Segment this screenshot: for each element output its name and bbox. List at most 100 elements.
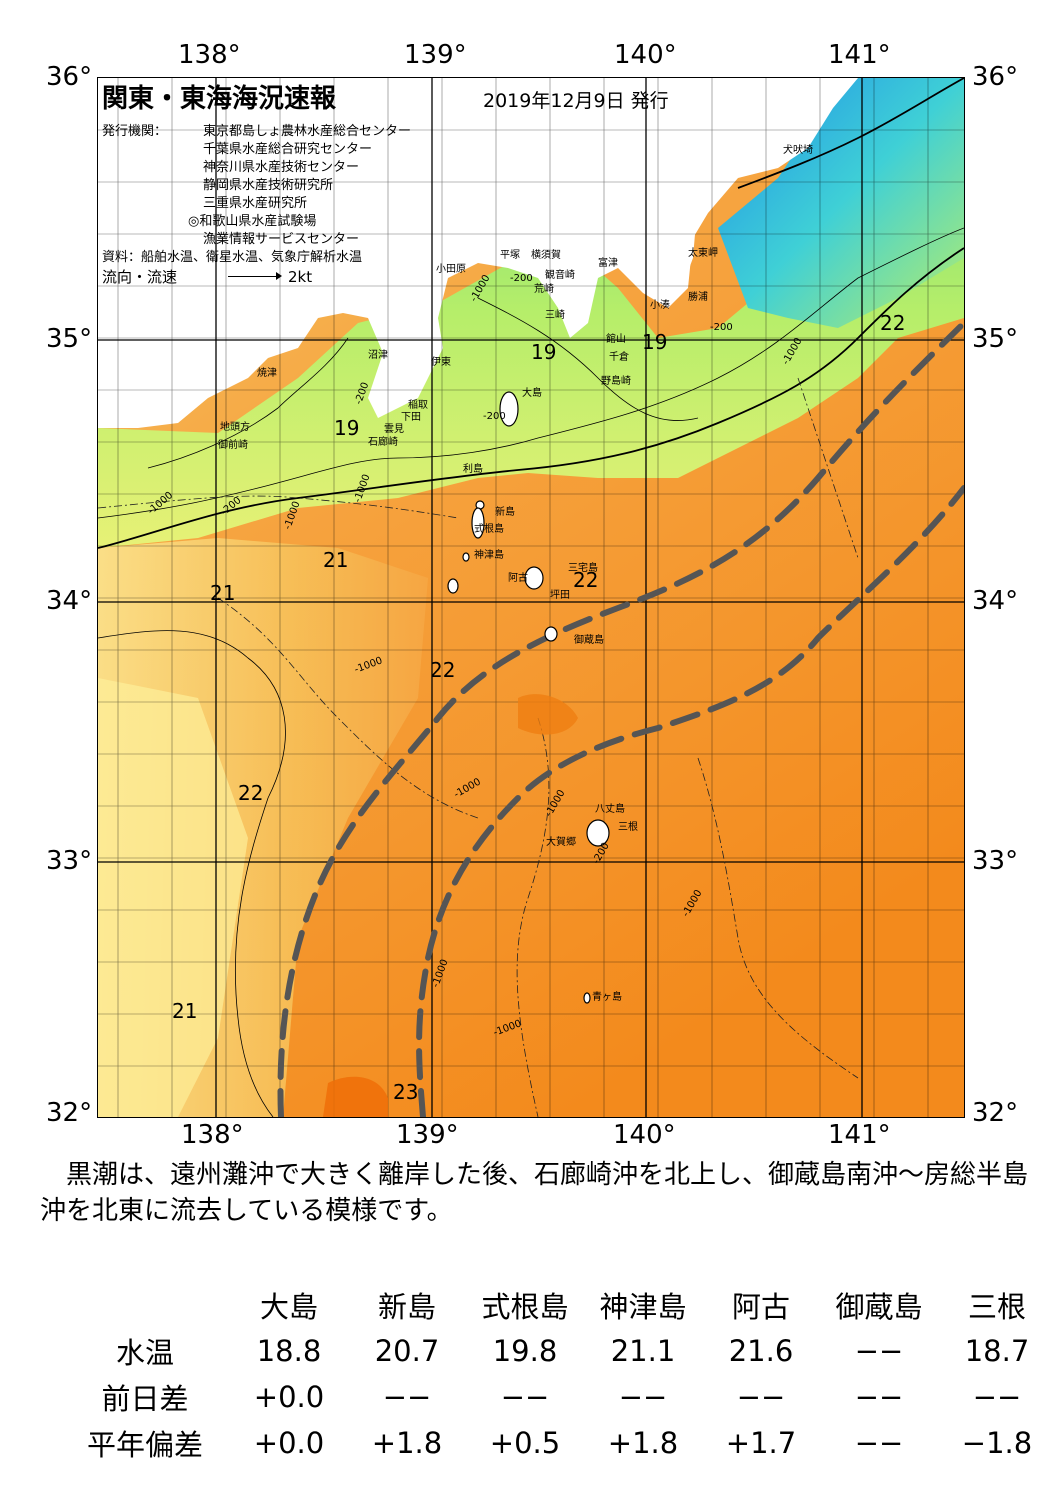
table-cell: −− (618, 1380, 668, 1414)
lon-label-top-138: 138° (178, 40, 241, 70)
sea-temperature-map: 関東・東海海況速報 2019年12月9日 発行 発行機関： 東京都島しょ農林水産… (97, 77, 965, 1118)
lat-label-left-36: 36° (46, 62, 93, 92)
place-label: 御前崎 (218, 440, 248, 451)
isotherm-label: 22 (880, 311, 906, 335)
table-cell: +0.5 (489, 1426, 561, 1460)
place-label: 八丈島 (595, 804, 625, 815)
land-kanagawa (553, 113, 643, 173)
kuroshio-description: 黒潮は、遠州灘沖で大きく離岸した後、石廊崎沖を北上し、御蔵島南沖～房総半島沖を北… (40, 1160, 1029, 1226)
place-label: 稲取 (408, 400, 428, 411)
island-temperature-table: 大島 新島 式根島 神津島 阿古 御蔵島 三根 水温 18.8 20.7 19.… (60, 1282, 1056, 1466)
lon-label-bottom-140: 140° (613, 1120, 676, 1150)
kuroshio-axis (277, 320, 964, 1117)
place-label: 横須賀 (531, 250, 561, 261)
place-label: 千倉 (609, 352, 629, 363)
lon-label-bottom-141: 141° (828, 1120, 891, 1150)
major-grid (98, 78, 964, 1117)
place-label: 下田 (401, 412, 421, 423)
lon-label-top-140: 140° (614, 40, 677, 70)
table-cell: +1.8 (371, 1426, 443, 1460)
place-label: 富津 (598, 258, 618, 269)
publisher-4: 静岡県水産技術研究所 (203, 178, 334, 193)
row-label: 水温 (115, 1336, 174, 1370)
table-cell: 21.1 (610, 1334, 676, 1368)
place-label: 大島 (522, 388, 542, 399)
place-label: 焼津 (257, 368, 277, 379)
place-label: 太東岬 (688, 248, 718, 259)
isotherm-label: 22 (430, 658, 456, 682)
land-honshu (98, 78, 964, 428)
depth-contours (98, 377, 859, 1117)
place-label: 大賀郷 (546, 837, 576, 848)
lat-label-right-32: 32° (972, 1098, 1019, 1128)
map-title: 関東・東海海況速報 (102, 84, 337, 114)
table-cell: −1.8 (961, 1426, 1033, 1460)
lon-label-bottom-138: 138° (181, 1120, 244, 1150)
isotherm-label: 23 (393, 1080, 419, 1104)
place-label: 小湊 (650, 300, 670, 311)
table-row: 水温 18.8 20.7 19.8 21.1 21.6 −− 18.7 (60, 1328, 1056, 1374)
western-pale-band (98, 678, 248, 1117)
isotherm-main (98, 78, 964, 549)
isotherm-label: 21 (172, 999, 198, 1023)
table-row: 平年偏差 +0.0 +1.8 +0.5 +1.8 +1.7 −− −1.8 (60, 1420, 1056, 1466)
lat-label-right-33: 33° (972, 846, 1019, 876)
place-label: 新島 (495, 507, 515, 518)
issue-date: 2019年12月9日 発行 (483, 90, 669, 112)
place-label: 三根 (618, 822, 638, 833)
place-label: 神津島 (474, 550, 504, 561)
table-header-row: 大島 新島 式根島 神津島 阿古 御蔵島 三根 (60, 1282, 1056, 1328)
column-header: 三根 (967, 1290, 1026, 1324)
column-header: 式根島 (481, 1290, 569, 1324)
place-label: 式根島 (474, 524, 504, 535)
lat-label-right-36: 36° (972, 62, 1019, 92)
publisher-1: 東京都島しょ農林水産総合センター (203, 124, 412, 139)
place-label: 三崎 (545, 310, 565, 321)
lat-label-left-33: 33° (46, 846, 93, 876)
place-label: 荒崎 (534, 284, 554, 295)
lon-label-bottom-139: 139° (396, 1120, 459, 1150)
place-label: 平塚 (500, 250, 520, 261)
table-cell: −− (500, 1380, 550, 1414)
table-cell: 20.7 (374, 1334, 440, 1368)
place-label: 犬吠埼 (783, 145, 813, 156)
cool-coastal-water (98, 78, 964, 548)
isotherm-label: 22 (573, 568, 599, 592)
warm-core (518, 694, 578, 735)
place-label: 石廊崎 (368, 437, 398, 448)
table-cell: −− (854, 1426, 904, 1460)
place-label: 三宅島 (568, 563, 598, 574)
land-boso-tip (633, 178, 698, 298)
isotherm-label: 19 (642, 330, 668, 354)
table-cell: 18.7 (964, 1334, 1030, 1368)
isotherm-label: 19 (531, 340, 557, 364)
place-label: 御蔵島 (574, 635, 604, 646)
table-cell: 21.6 (728, 1334, 794, 1368)
publisher-5: 三重県水産研究所 (203, 196, 308, 211)
lat-label-left-32: 32° (46, 1098, 93, 1128)
depth-label: -200 (510, 273, 533, 284)
column-header: 神津島 (599, 1290, 687, 1324)
column-header: 大島 (259, 1290, 318, 1324)
place-label: 観音崎 (545, 270, 575, 281)
table-cell: 19.8 (492, 1334, 558, 1368)
table-cell: −− (736, 1380, 786, 1414)
place-label: 地頭方 (220, 422, 250, 433)
map-canvas (98, 78, 964, 1117)
isotherm-label: 21 (323, 548, 349, 572)
isotherm-label: 19 (334, 416, 360, 440)
place-label: 雲見 (384, 424, 404, 435)
row-label: 前日差 (101, 1382, 189, 1416)
arrowhead-icon (276, 272, 282, 280)
grid (98, 78, 964, 1117)
warm-core-south (323, 1076, 388, 1117)
lat-label-left-34: 34° (46, 586, 93, 616)
flow-legend-scale: 2kt (288, 268, 313, 286)
isotherms (98, 227, 964, 1117)
publisher-7: 漁業情報サービスセンター (203, 232, 360, 247)
place-label: 阿古 (508, 573, 528, 584)
table-cell: −− (854, 1380, 904, 1414)
table-row: 前日差 +0.0 −− −− −− −− −− −− (60, 1374, 1056, 1420)
place-label: 勝浦 (688, 292, 708, 303)
column-header: 新島 (377, 1290, 436, 1324)
